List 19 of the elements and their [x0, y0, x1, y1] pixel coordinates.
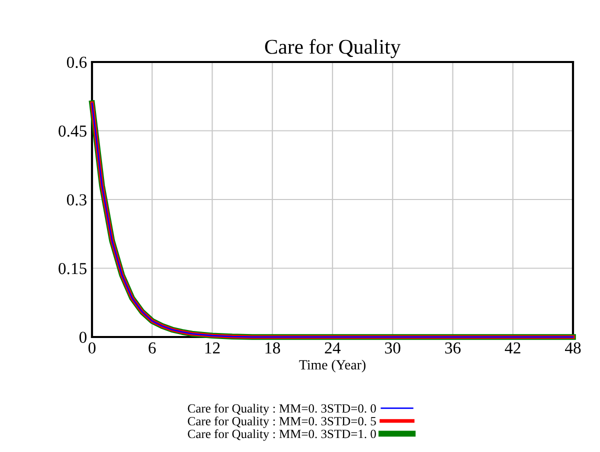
x-tick-label: 18: [266, 342, 280, 354]
legend-label: Care for Quality : MM=0. 3STD=0. 0: [188, 404, 376, 416]
legend-label: Care for Quality : MM=0. 3STD=1. 0: [188, 429, 376, 441]
x-tick-label: 30: [385, 342, 400, 354]
y-tick-label: 0.15: [58, 262, 86, 274]
x-tick-label: 36: [445, 342, 461, 354]
chart-title: Care for Quality: [265, 39, 401, 58]
x-tick-label: 6: [148, 342, 156, 354]
x-tick-label: 0: [88, 342, 96, 354]
x-tick-label: 12: [205, 342, 220, 354]
y-tick-label: 0.45: [58, 125, 86, 137]
x-tick-label: 42: [504, 342, 520, 354]
x-tick-label: 24: [324, 342, 341, 354]
y-tick-label: 0.6: [66, 56, 87, 68]
legend-label: Care for Quality : MM=0. 3STD=0. 5: [188, 416, 376, 428]
x-axis-title: Time (Year): [299, 360, 366, 372]
y-tick-label: 0.3: [66, 194, 86, 206]
y-tick-label: 0: [79, 332, 87, 343]
x-tick-label: 48: [564, 342, 581, 354]
